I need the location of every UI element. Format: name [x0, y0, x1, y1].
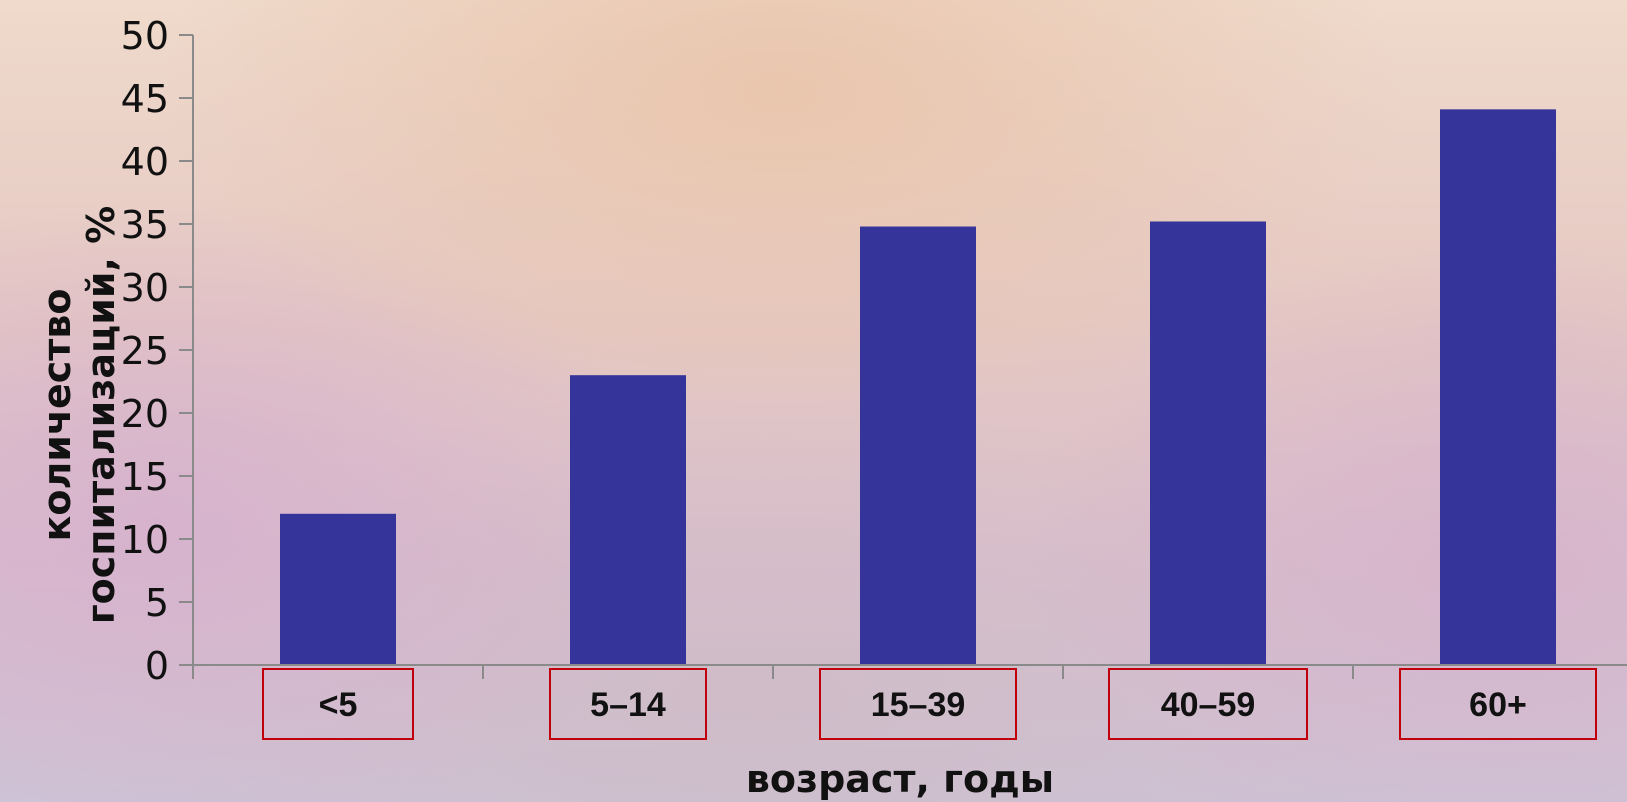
y-tick-label: 45: [121, 77, 169, 121]
x-category-label: 5–14: [590, 686, 666, 724]
x-category-label: 40–59: [1161, 686, 1256, 724]
axes-group: [179, 34, 1627, 679]
y-tick-label: 5: [145, 581, 169, 625]
y-tick-label: 40: [121, 140, 169, 184]
bar: [1150, 221, 1266, 666]
x-category-label: 60+: [1469, 686, 1527, 724]
y-axis-title: количество госпитализаций, %: [35, 206, 123, 624]
x-axis-title: возраст, годы: [746, 757, 1054, 801]
category-label-box: [819, 668, 1017, 740]
category-label-box: [1108, 668, 1308, 740]
x-category-label: <5: [319, 686, 358, 724]
x-category-labels: <5 5–14 15–39 40–59 60+: [262, 668, 1597, 740]
y-tick-label: 0: [145, 644, 169, 688]
category-label-box: [1399, 668, 1597, 740]
bar: [1440, 109, 1556, 666]
bar: [860, 226, 976, 665]
y-tick-label: 30: [121, 266, 169, 310]
y-tick-label: 35: [121, 203, 169, 247]
x-category-label: 15–39: [871, 686, 966, 724]
category-label-box: [262, 668, 414, 740]
y-axis-title-line-2: госпитализаций, %: [79, 206, 123, 624]
bar: [280, 513, 396, 665]
y-tick-label: 50: [121, 14, 169, 58]
y-axis-title-line-1: количество: [35, 289, 79, 542]
y-tick-label: 25: [121, 329, 169, 373]
y-tick-label: 20: [121, 392, 169, 436]
y-tick-label: 10: [121, 518, 169, 562]
y-tick-label: 15: [121, 455, 169, 499]
bar: [570, 375, 686, 665]
bars-group: [280, 109, 1556, 666]
y-tick-labels: 0 5 10 15 20 25 30 35 40 45 50: [121, 14, 169, 688]
category-label-box: [549, 668, 707, 740]
